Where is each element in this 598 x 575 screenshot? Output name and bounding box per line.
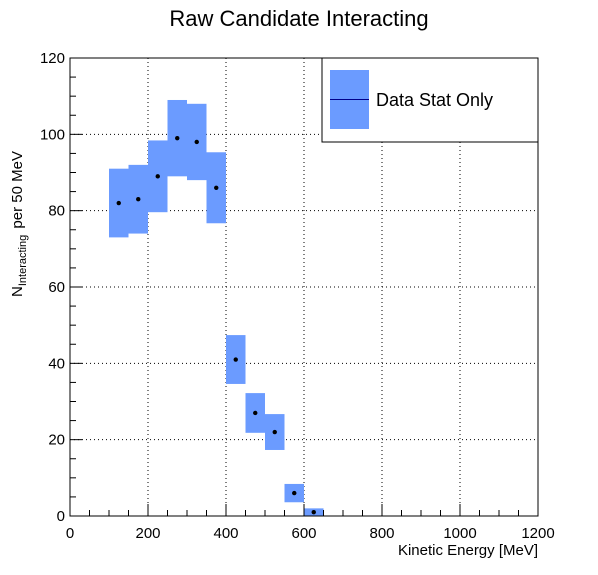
data-point — [272, 429, 277, 435]
data-point — [233, 357, 238, 362]
y-axis-label-main: N — [9, 286, 26, 297]
y-tick-label: 60 — [48, 279, 65, 296]
x-tick-label: 1000 — [443, 525, 476, 542]
x-axis-label: Kinetic Energy [MeV] — [398, 542, 538, 559]
tick-labels: 0 200 400 600 800 1000 1200 0 20 40 60 80 100 120 — [40, 50, 555, 542]
y-tick-label: 20 — [48, 432, 65, 449]
data-points — [116, 135, 316, 515]
data-point — [116, 200, 121, 206]
y-tick-label: 0 — [57, 508, 65, 525]
data-point — [292, 490, 297, 496]
data-point — [155, 174, 160, 179]
x-tick-label: 1200 — [521, 525, 554, 542]
axis-ticks — [69, 57, 539, 517]
data-point — [311, 509, 316, 515]
chart-title: Raw Candidate Interacting — [169, 6, 428, 31]
y-axis-label-subscript: Interacting — [17, 235, 29, 286]
legend: Data Stat Only — [321, 57, 539, 143]
data-point — [175, 135, 180, 141]
y-axis-label: NInteracting per 50 MeV — [9, 151, 29, 297]
x-tick-label: 800 — [369, 525, 394, 542]
data-point — [253, 410, 258, 416]
x-tick-label: 600 — [291, 525, 316, 542]
y-tick-label: 40 — [48, 355, 65, 372]
y-tick-label: 80 — [48, 203, 65, 220]
y-tick-label: 100 — [40, 126, 65, 143]
x-tick-label: 0 — [66, 525, 74, 542]
y-tick-label: 120 — [40, 50, 65, 67]
x-tick-label: 400 — [213, 525, 238, 542]
data-point — [214, 185, 219, 190]
data-point — [194, 139, 199, 145]
y-axis-label-suffix: per 50 MeV — [9, 151, 26, 233]
data-point — [136, 197, 141, 202]
x-tick-label: 200 — [135, 525, 160, 542]
legend-entry: Data Stat Only — [376, 90, 493, 110]
